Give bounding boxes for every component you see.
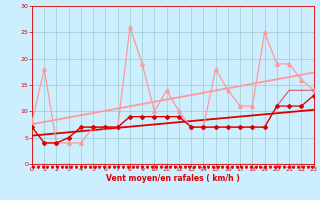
X-axis label: Vent moyen/en rafales ( km/h ): Vent moyen/en rafales ( km/h ) bbox=[106, 174, 240, 183]
